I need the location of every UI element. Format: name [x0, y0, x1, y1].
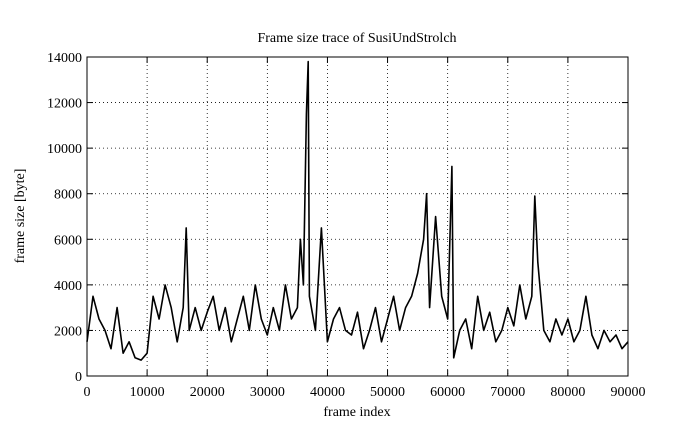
y-tick-label: 6000 — [54, 233, 82, 248]
x-tick-label: 10000 — [130, 385, 165, 400]
y-tick-label: 14000 — [47, 51, 82, 66]
y-axis-label: frame size [byte] — [13, 169, 28, 264]
x-tick-label: 80000 — [550, 385, 585, 400]
y-tick-label: 2000 — [54, 324, 82, 339]
x-tick-label: 0 — [84, 385, 91, 400]
y-tick-label: 4000 — [54, 279, 82, 294]
plot-frame — [86, 56, 629, 377]
x-tick-label: 70000 — [490, 385, 525, 400]
y-tick-label: 12000 — [47, 97, 82, 112]
y-tick-label: 10000 — [47, 142, 82, 157]
chart-title: Frame size trace of SusiUndStrolch — [257, 31, 456, 46]
y-tick-label: 8000 — [54, 188, 82, 203]
x-tick-label: 40000 — [310, 385, 345, 400]
y-tick-label: 0 — [75, 370, 82, 385]
x-tick-label: 60000 — [430, 385, 465, 400]
x-tick-label: 50000 — [370, 385, 405, 400]
x-tick-label: 30000 — [250, 385, 285, 400]
x-tick-label: 90000 — [611, 385, 646, 400]
data-line — [86, 60, 629, 361]
x-tick-label: 20000 — [190, 385, 225, 400]
x-axis-label: frame index — [323, 405, 390, 420]
